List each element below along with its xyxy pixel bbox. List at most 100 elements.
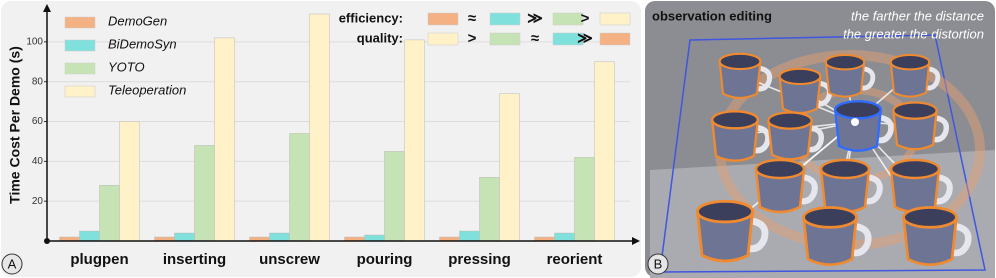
comparison-swatch xyxy=(552,32,584,46)
cup-handle xyxy=(864,174,883,205)
legend-label: DemoGen xyxy=(108,13,167,28)
cup-body xyxy=(767,119,813,161)
cup xyxy=(695,199,769,263)
cup-handle xyxy=(925,66,941,91)
cup xyxy=(824,53,876,98)
comparison-symbol: ≫ xyxy=(527,10,543,27)
cup-handle xyxy=(951,222,972,257)
comparison-swatch xyxy=(427,12,459,26)
bar xyxy=(364,234,385,242)
bar xyxy=(309,13,330,242)
cup-body xyxy=(754,167,806,214)
bar xyxy=(554,232,575,242)
photo-title: observation editing xyxy=(652,8,772,23)
bar xyxy=(594,61,615,242)
panel-label: A xyxy=(8,256,17,271)
cup-rim xyxy=(802,206,858,229)
cup-handle xyxy=(753,124,771,154)
bar xyxy=(459,230,480,242)
x-tick-label: inserting xyxy=(163,251,226,268)
y-axis-arrow xyxy=(43,4,51,12)
panel-label-circle xyxy=(1,253,23,275)
y-tick-label: 40 xyxy=(32,156,44,167)
bar xyxy=(79,230,100,242)
cup xyxy=(902,206,972,267)
x-tick-label: unscrew xyxy=(259,251,320,268)
legend-swatch xyxy=(64,39,96,52)
cup-rim xyxy=(889,158,941,180)
legend-swatch xyxy=(64,16,96,29)
bar xyxy=(384,151,405,242)
photo-caption: the farther the distance xyxy=(851,8,984,23)
cup-handle xyxy=(807,125,824,153)
cup-body xyxy=(824,61,866,98)
cup-rim xyxy=(695,199,755,224)
comparison-swatch xyxy=(552,12,584,26)
bar xyxy=(479,177,500,242)
cup-body xyxy=(695,210,755,263)
y-tick-label: 100 xyxy=(26,37,43,48)
comparison-label: efficiency: xyxy=(339,10,403,25)
cup-handle xyxy=(747,217,769,253)
x-tick-label: pouring xyxy=(357,251,413,268)
cup-handle xyxy=(932,115,949,143)
cup-body xyxy=(892,109,938,151)
cup-body xyxy=(833,108,883,152)
bar xyxy=(194,145,215,242)
cup-handle xyxy=(756,65,773,92)
cup-rim xyxy=(824,53,866,71)
comparison-swatch xyxy=(489,12,521,26)
x-axis-arrow xyxy=(632,237,640,245)
cup xyxy=(802,206,872,267)
cup xyxy=(889,53,941,98)
legend-swatch xyxy=(64,85,96,98)
comparison-symbol: > xyxy=(468,30,477,47)
legend-swatch xyxy=(64,62,96,75)
x-tick-label: reorient xyxy=(547,251,603,268)
source-cup xyxy=(833,100,894,152)
cup-rim xyxy=(778,67,822,86)
comparison-swatch xyxy=(427,32,459,46)
comparison-label: quality: xyxy=(357,30,403,45)
cup-rim xyxy=(892,101,938,120)
comparison-symbol: > xyxy=(581,10,590,27)
cup-body xyxy=(718,60,762,100)
cup xyxy=(710,110,771,162)
bar xyxy=(174,232,195,242)
legend-label: BiDemoSyn xyxy=(108,36,177,51)
cup xyxy=(767,111,824,161)
cup xyxy=(892,101,949,151)
comparison-swatch xyxy=(599,32,631,46)
panel-label-circle xyxy=(647,253,669,275)
y-tick-label: 20 xyxy=(32,196,44,207)
cup-body xyxy=(710,118,760,162)
cup xyxy=(718,52,773,100)
cup-rim xyxy=(889,53,931,71)
cup-handle xyxy=(816,80,833,107)
cup-rim xyxy=(711,110,759,130)
work-area xyxy=(659,34,986,273)
bar xyxy=(289,133,310,242)
comparison-symbol: ≫ xyxy=(577,30,593,47)
bar xyxy=(574,157,595,242)
cup xyxy=(754,158,818,214)
legend-label: YOTO xyxy=(108,59,145,74)
photo-caption: the greater the distortion xyxy=(843,26,984,41)
bar xyxy=(99,184,120,242)
x-tick-label: pressing xyxy=(448,251,511,268)
origin xyxy=(44,238,50,244)
x-tick-label: plugpen xyxy=(70,251,128,268)
photo xyxy=(650,34,995,278)
legend-label: Teleoperation xyxy=(108,82,186,97)
cup-rim xyxy=(819,158,871,180)
cup-handle xyxy=(851,222,872,257)
y-axis-label: Time Cost Per Demo (s) xyxy=(7,46,23,204)
bar xyxy=(269,232,290,242)
cup-handle xyxy=(860,66,876,91)
cup-body xyxy=(802,216,858,267)
comparison-swatch xyxy=(489,32,521,46)
y-tick-label: 80 xyxy=(32,76,44,87)
cup xyxy=(889,158,953,214)
cup xyxy=(778,67,833,115)
